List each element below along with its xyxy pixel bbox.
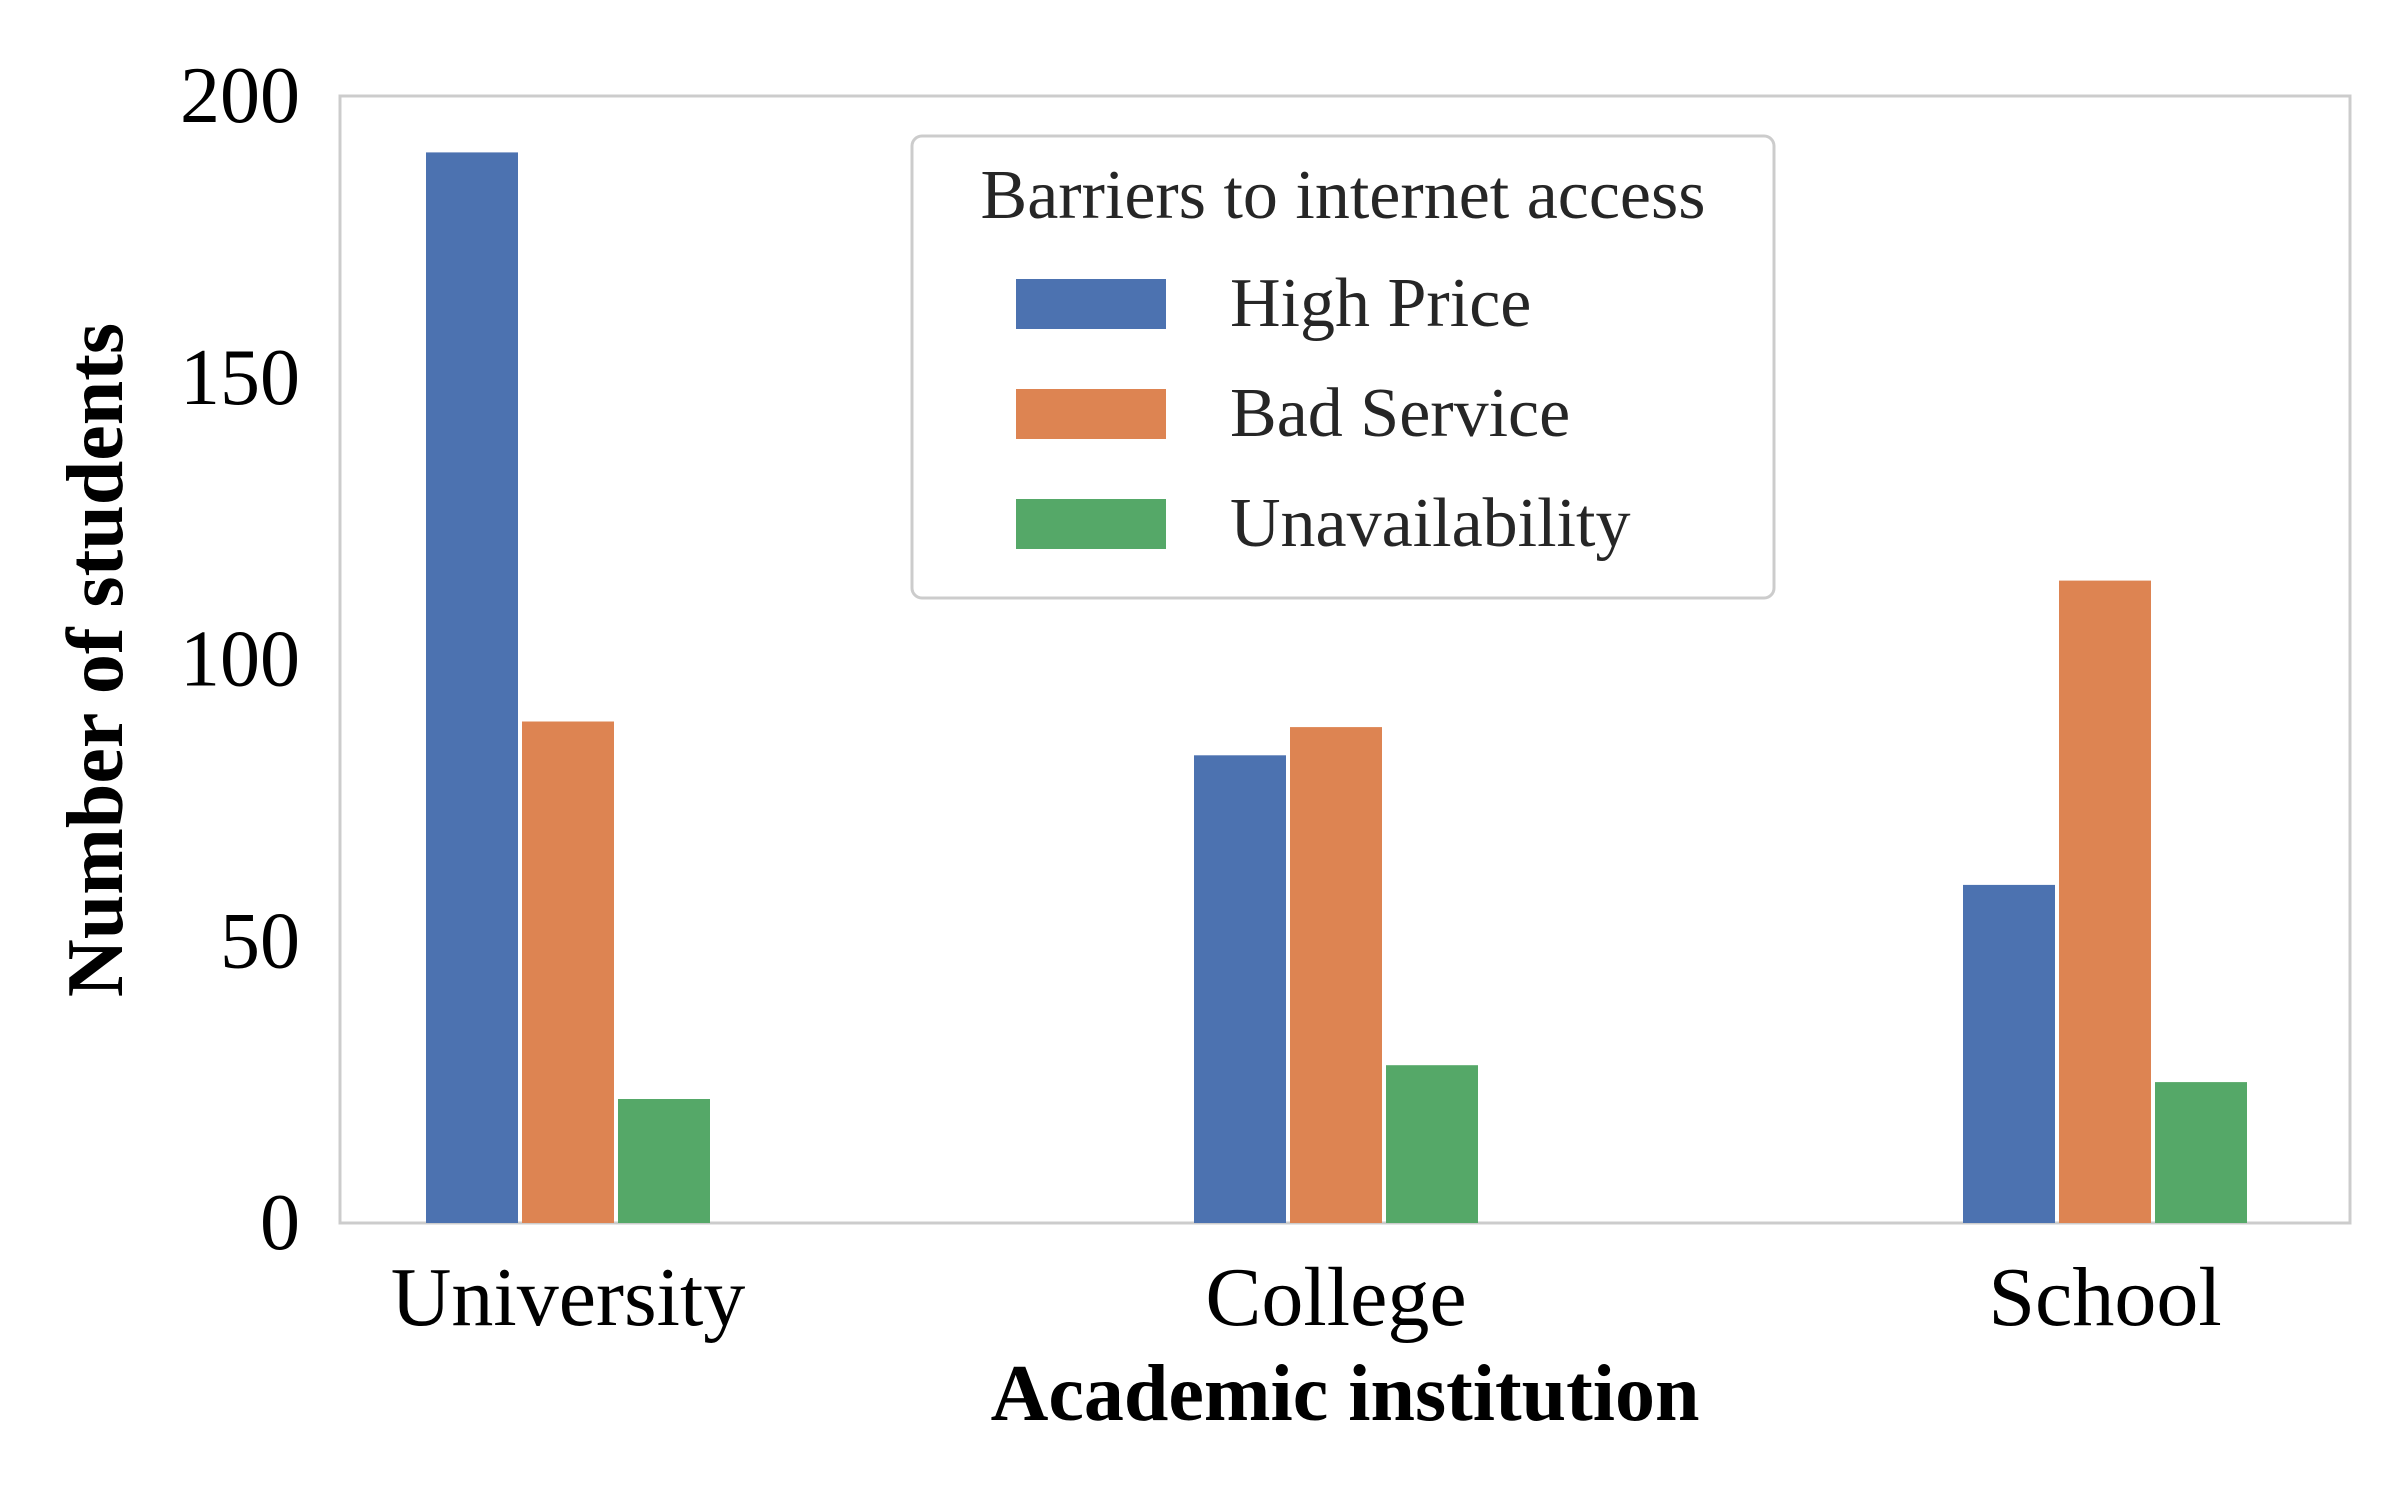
y-tick-label: 150 [180,334,300,422]
x-tick-label: School [1988,1251,2221,1344]
legend-title: Barriers to internet access [981,157,1706,234]
y-axis-label: Number of students [52,323,140,997]
y-tick-label: 0 [260,1179,300,1267]
y-tick-label: 100 [180,616,300,704]
legend-label: Unavailability [1230,485,1630,562]
y-tick-label: 200 [180,52,300,140]
legend-box [910,134,1776,600]
bar-unavailability-college [1386,1065,1478,1223]
bar-bad-service-school [2059,580,2151,1223]
y-axis-ticks: 0 50 100 150 200 [180,52,300,1267]
bars-layer [426,152,2247,1223]
legend-swatch [1016,279,1166,329]
x-tick-label: College [1205,1251,1466,1344]
bar-bad-service-college [1290,727,1382,1223]
bar-bad-service-university [522,721,614,1223]
bar-high-price-school [1963,884,2055,1223]
y-tick-label: 50 [220,897,300,985]
legend-entries: High Price Bad Service Unavailability [1016,265,1630,562]
legend: Barriers to internet access High Price Ba… [910,134,1776,600]
legend-swatch [1016,389,1166,439]
x-axis-ticks: University College School [391,1251,2222,1344]
bar-unavailability-university [618,1099,710,1223]
bar-high-price-university [426,152,518,1223]
legend-swatch [1016,499,1166,549]
legend-label: High Price [1230,265,1531,342]
x-tick-label: University [391,1251,746,1344]
bar-unavailability-school [2155,1082,2247,1223]
bar-high-price-college [1194,755,1286,1223]
legend-label: Bad Service [1230,375,1570,452]
x-axis-label: Academic institution [991,1350,1700,1438]
